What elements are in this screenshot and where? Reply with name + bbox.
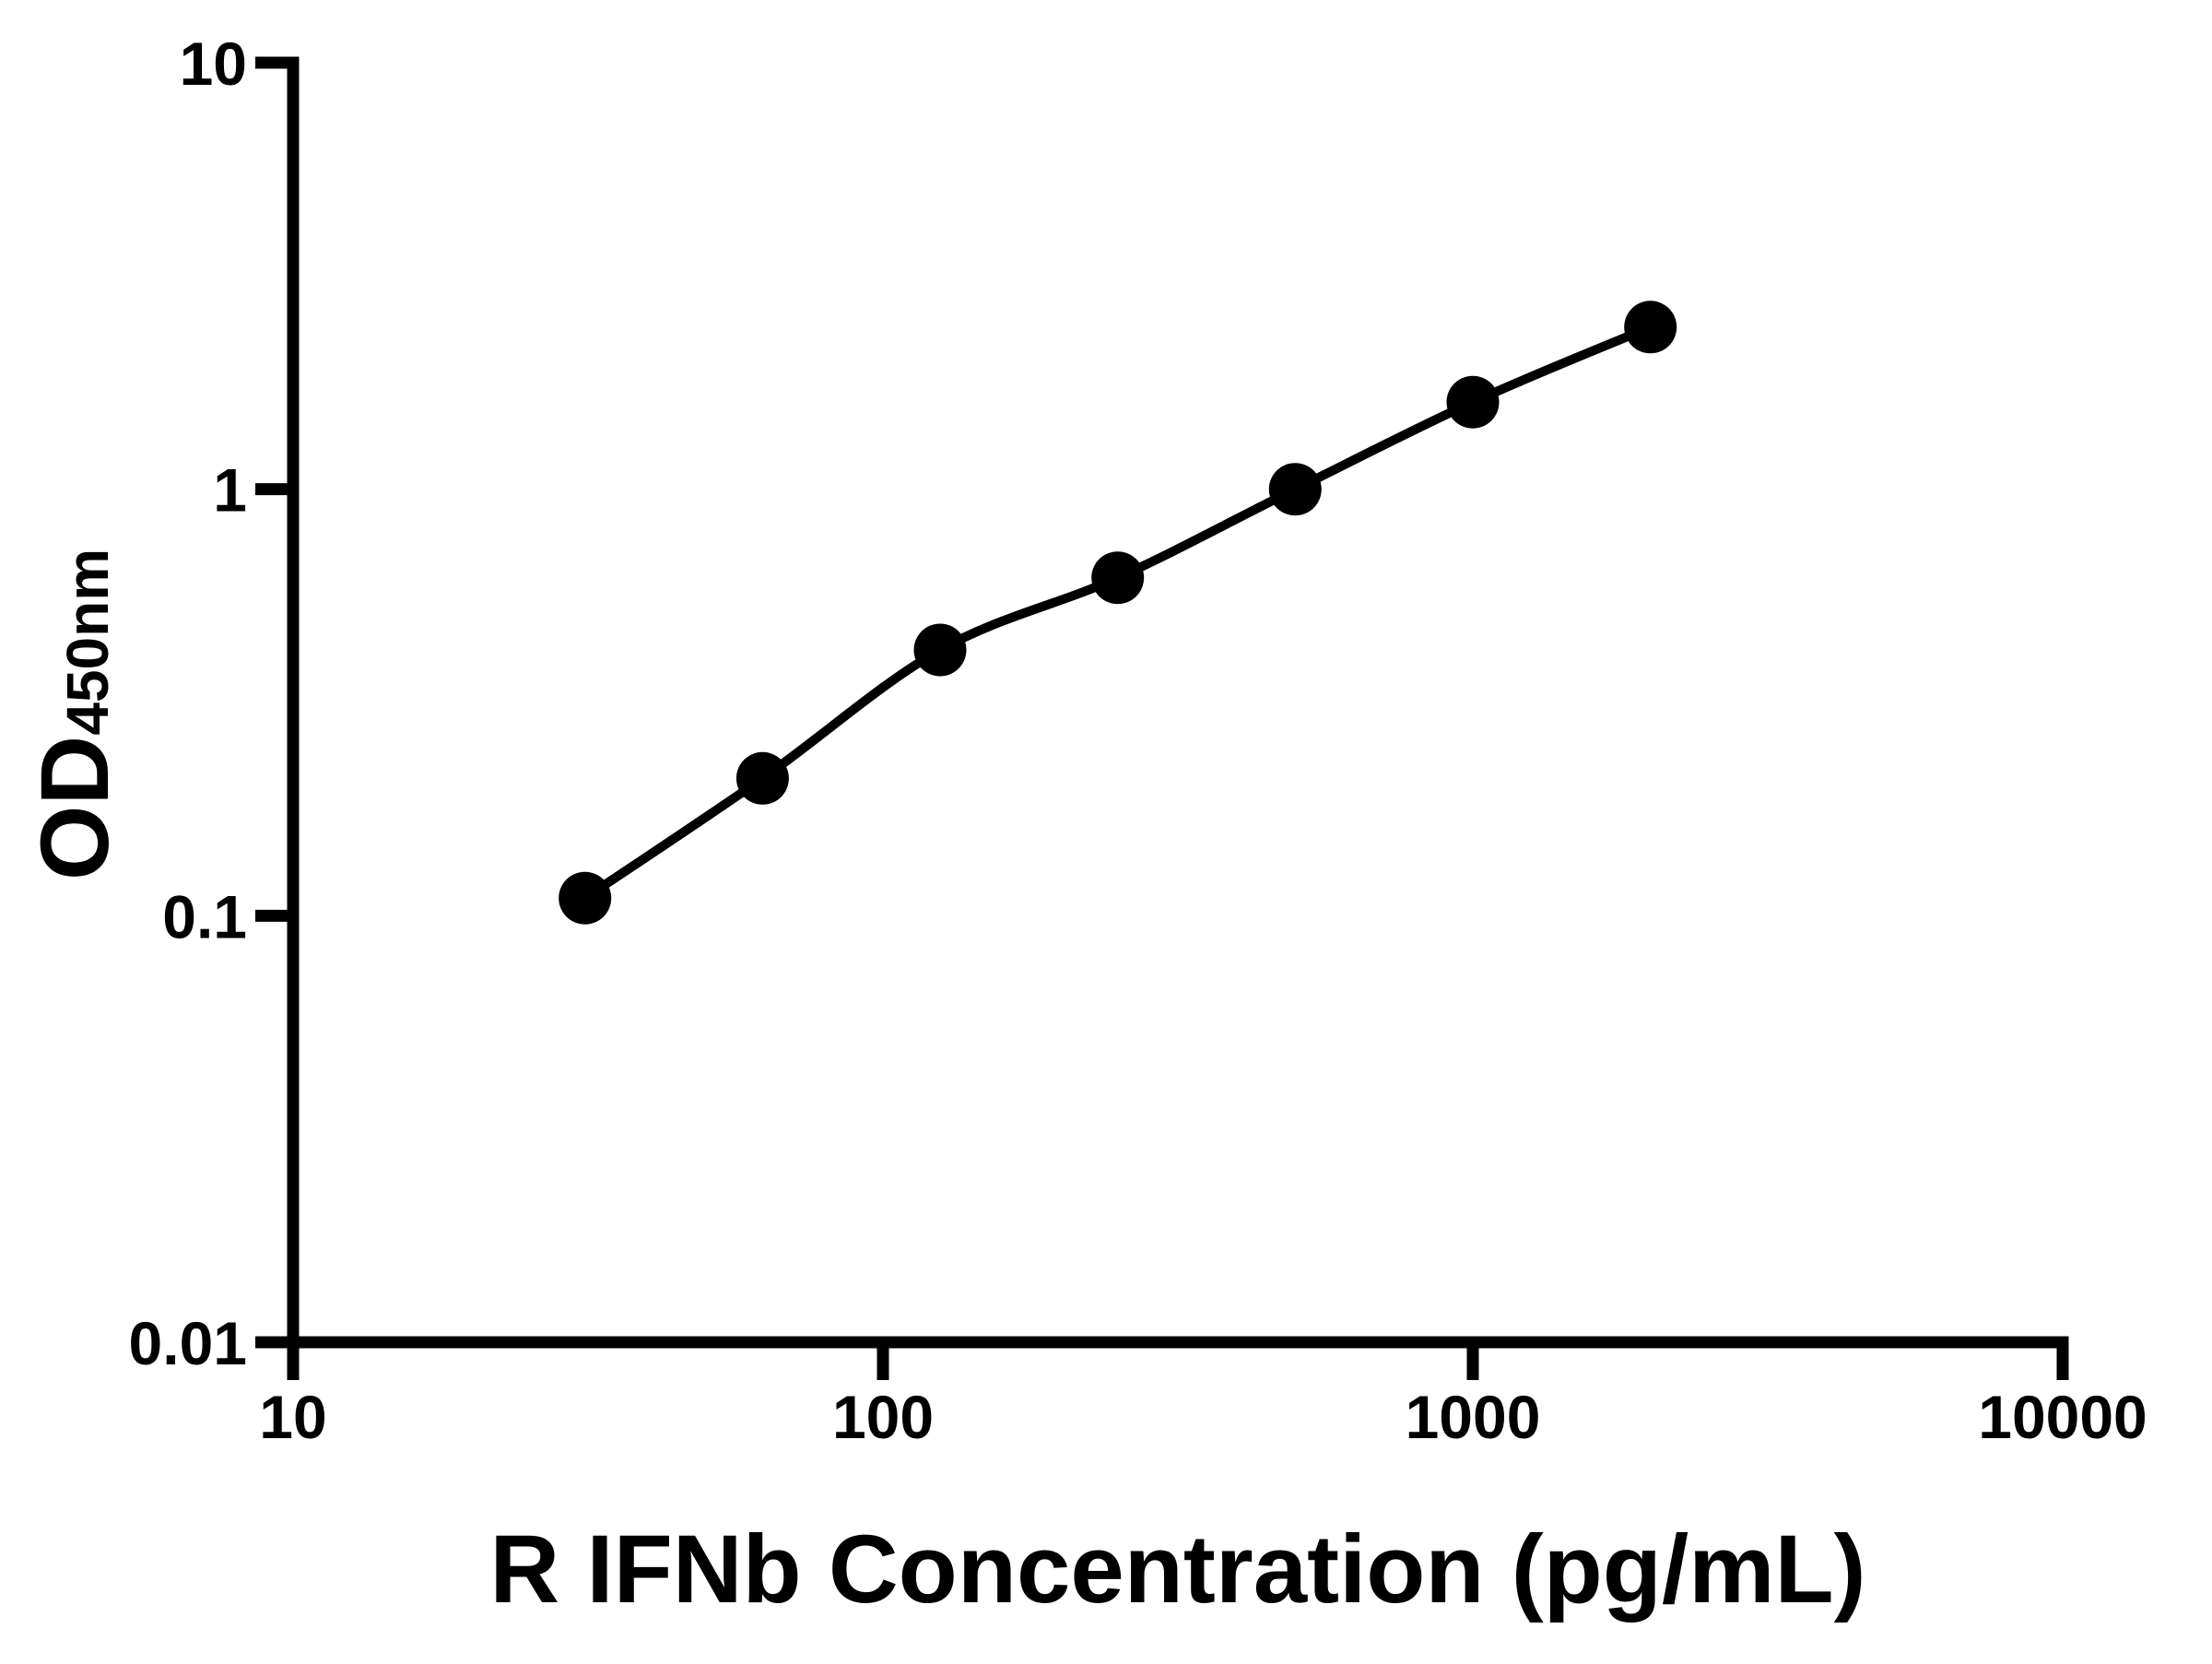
- data-points: [559, 301, 1677, 925]
- x-tick-label: 10: [259, 1383, 326, 1451]
- y-tick-label: 1: [213, 456, 247, 525]
- data-point: [1268, 463, 1322, 516]
- y-axis-title: OD450nm: [21, 549, 129, 880]
- y-axis-title-main: OD: [21, 736, 129, 881]
- x-axis: 10 100 1000 10000 R IFNb Concentration (pg/m…: [255, 1336, 2147, 1623]
- data-point: [1091, 551, 1145, 605]
- data-point: [1446, 375, 1500, 429]
- data-point: [735, 751, 789, 805]
- y-tick-label: 10: [180, 30, 247, 98]
- x-tick-label: 100: [832, 1383, 934, 1451]
- y-axis: 0.01 0.1 1 10 OD450nm: [21, 30, 300, 1380]
- x-axis-title: R IFNb Concentration (pg/mL): [489, 1516, 1865, 1623]
- x-tick-label: 1000: [1406, 1383, 1541, 1451]
- x-tick-label: 10000: [1978, 1383, 2147, 1451]
- data-point: [559, 871, 612, 925]
- y-tick-label: 0.01: [129, 1309, 247, 1377]
- data-point: [1624, 301, 1677, 354]
- data-point: [913, 623, 967, 677]
- y-tick-label: 0.1: [162, 882, 247, 950]
- y-axis-title-subscript: 450nm: [54, 549, 121, 736]
